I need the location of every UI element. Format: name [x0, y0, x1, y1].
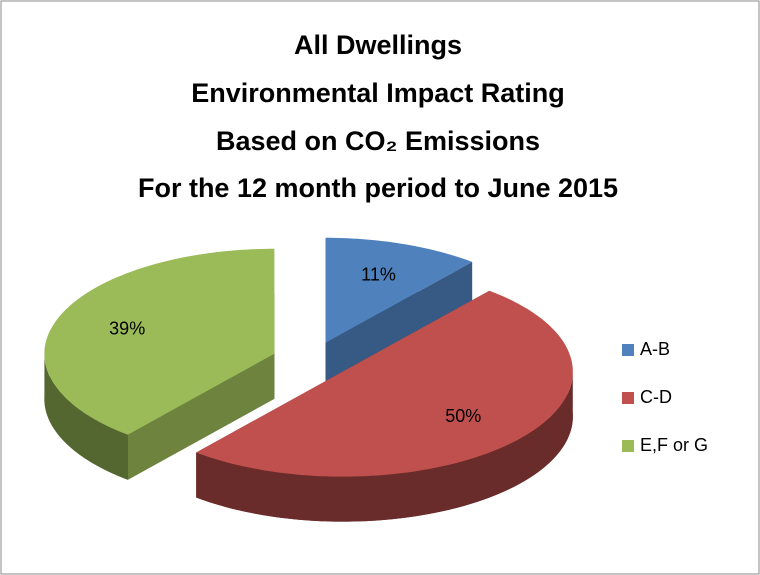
legend-swatch [622, 392, 634, 404]
chart-title: Based on CO₂ Emissions [216, 126, 540, 156]
slice-cut-face [325, 261, 473, 388]
data-label: 11% [361, 264, 396, 284]
slice [325, 237, 473, 343]
slice [196, 290, 573, 477]
slice [196, 290, 573, 522]
legend-label: C-D [640, 387, 672, 407]
chart-title: Environmental Impact Rating [191, 78, 565, 108]
slice-side [196, 371, 573, 522]
data-label: 50% [445, 406, 481, 426]
legend-label: A-B [640, 339, 670, 359]
slice-side [44, 353, 128, 480]
chart-title: All Dwellings [294, 30, 462, 60]
slice-cut-face [127, 353, 275, 480]
slice [44, 248, 275, 480]
legend-swatch [622, 440, 634, 452]
legend-swatch [622, 344, 634, 356]
chart-title: For the 12 month period to June 2015 [138, 173, 618, 203]
legend-label: E,F or G [640, 435, 708, 455]
data-label: 39% [109, 318, 145, 338]
slice [44, 248, 275, 435]
